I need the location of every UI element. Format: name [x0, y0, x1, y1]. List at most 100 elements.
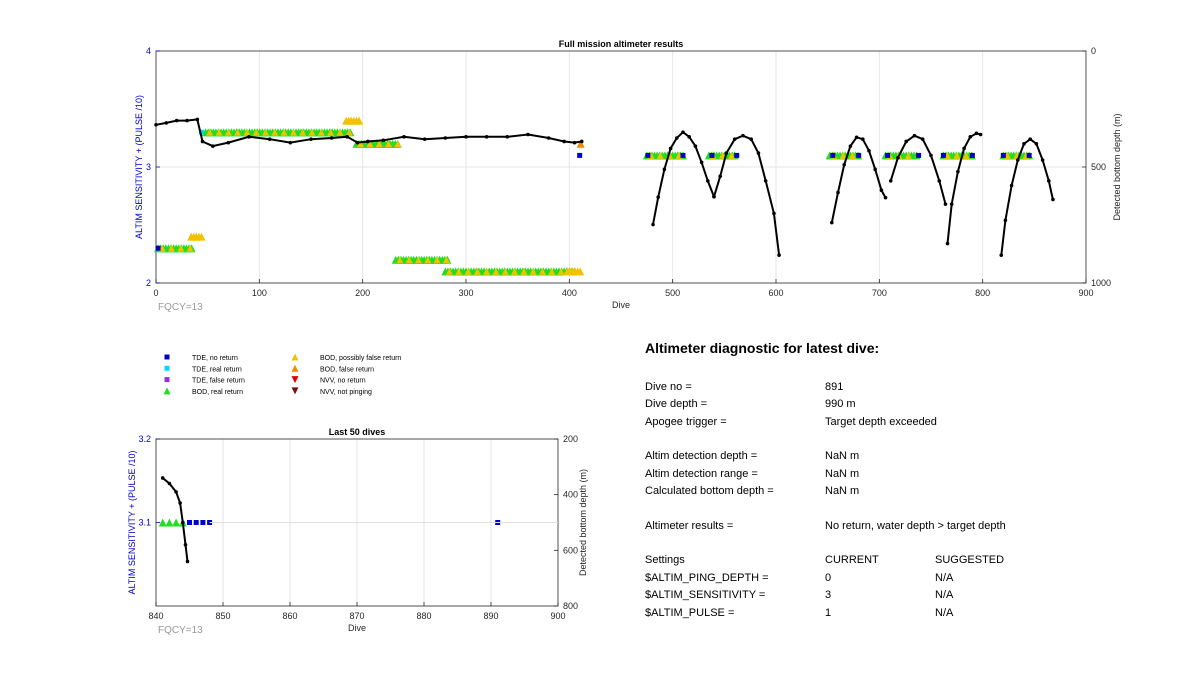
legend-nvv-no-return-marker [291, 376, 299, 384]
last50-depth-point [185, 559, 190, 564]
main-depth-point [712, 194, 716, 199]
main-depth-point [861, 137, 865, 141]
main-depth-point [929, 153, 933, 158]
main-bod-possible-overlay [904, 151, 912, 159]
det-depth-label: Altim detection depth = [645, 450, 758, 463]
main-depth-point [854, 135, 859, 140]
main-depth-point [185, 118, 189, 123]
last50-xtick-label: 860 [282, 611, 297, 621]
main-tde-no-marker [940, 152, 946, 158]
main-ytick-left-label: 3 [146, 162, 151, 172]
main-depth-point [247, 135, 251, 139]
main-bod-possible-overlay [848, 151, 856, 159]
main-depth-point [879, 188, 884, 192]
main-depth-point [763, 179, 768, 183]
main-bod-possible-overlay [243, 128, 251, 136]
main-depth-point [195, 117, 200, 122]
main-bod-possible-marker [197, 232, 206, 241]
main-depth-point [381, 138, 386, 143]
legend-bod-possibly-false-return-marker [291, 353, 299, 361]
main-depth-line-dive-d [889, 134, 947, 205]
last50-xlabel: Dive [348, 623, 366, 633]
last50-ylabel-left: ALTIM SENSITIVITY + (PULSE /10) [127, 451, 137, 595]
main-depth-point [1009, 183, 1014, 188]
main-depth-line-dive-a [652, 130, 715, 225]
main-bod-possible-overlay [394, 140, 402, 148]
last50-depth-point [181, 520, 185, 525]
main-depth-point [968, 135, 973, 139]
det-range-row: Altim detection range = NaN m [645, 465, 1165, 483]
last50-xtick-label: 890 [483, 611, 498, 621]
settings-label: Settings [645, 554, 685, 567]
main-depth-point [484, 135, 489, 139]
legend-tde-false-return-marker [164, 377, 170, 383]
main-depth-point [867, 148, 871, 153]
last50-xtick-label: 880 [416, 611, 431, 621]
last50-depth-point [174, 490, 178, 494]
settings-header-row: Settings CURRENT SUGGESTED [645, 552, 1165, 570]
main-bod-possible-overlay [464, 267, 472, 275]
det-depth-row: Altim detection depth = NaN m [645, 448, 1165, 466]
main-title: Full mission altimeter results [559, 39, 684, 49]
results-row: Altimeter results = No return, water dep… [645, 517, 1165, 535]
det-depth-value: NaN m [825, 450, 860, 463]
main-bod-possible-overlay [445, 267, 453, 275]
main-depth-point [718, 174, 722, 179]
legend-bod-false-return-marker [291, 364, 299, 372]
main-depth-point [699, 160, 704, 165]
main-depth-point [888, 179, 893, 183]
main-bod-possible-overlay [186, 244, 194, 252]
legend-tde-false-return-label: TDE, false return [192, 378, 245, 385]
last50-bod-real-marker [172, 518, 181, 527]
main-depth-point [999, 253, 1004, 257]
main-bod-possible-overlay [839, 151, 847, 159]
last50-xtick-label: 840 [148, 611, 163, 621]
main-depth-point [226, 140, 231, 145]
pulse-suggested: N/A [935, 606, 954, 619]
main-bod-possible-overlay [424, 256, 432, 264]
main-bod-possible-overlay [557, 267, 565, 275]
main-tde-no-marker [645, 152, 651, 158]
main-depth-point [675, 136, 679, 140]
apogee-value: Target depth exceeded [825, 415, 937, 428]
main-ytick-left-label: 4 [146, 46, 151, 56]
main-xtick-label: 200 [355, 288, 370, 298]
main-depth-point [943, 202, 948, 206]
main-depth-point [309, 137, 313, 141]
main-depth-point [896, 155, 900, 160]
last50-title: Last 50 dives [329, 427, 386, 437]
main-depth-point [1051, 197, 1055, 202]
main-xtick-label: 900 [1078, 288, 1093, 298]
last50-xtick-label: 870 [349, 611, 364, 621]
main-bod-possible-overlay [656, 151, 664, 159]
main-tde-no-marker [155, 245, 161, 251]
sensitivity-current: 3 [825, 589, 832, 602]
main-tde-no-marker [969, 152, 975, 158]
main-ytick-left-label: 2 [146, 278, 151, 288]
main-depth-point [443, 136, 448, 140]
main-depth-point [848, 144, 853, 148]
main-depth-point [164, 121, 169, 125]
main-bod-possible-overlay [520, 267, 528, 275]
main-depth-line-dive-b [713, 134, 781, 256]
main-depth-line-dive-c [830, 136, 887, 223]
main-depth-point [687, 135, 691, 139]
main-bod-possible-overlay [366, 140, 374, 148]
main-depth-point [1040, 158, 1045, 162]
main-bod-possible-overlay [280, 128, 288, 136]
main-bod-possible-overlay [317, 128, 325, 136]
dive-no-label: Dive no = [645, 380, 692, 393]
current-header: CURRENT [825, 554, 879, 567]
main-depth-point [1047, 179, 1051, 183]
apogee-row: Apogee trigger = Target depth exceeded [645, 413, 1165, 431]
main-depth-point [706, 179, 710, 183]
main-depth-point [949, 202, 954, 206]
main-xtick-label: 400 [562, 288, 577, 298]
results-value: No return, water depth > target depth [825, 519, 1006, 532]
main-depth-point [526, 132, 530, 137]
last50-bod-real-marker [158, 518, 167, 527]
main-depth-line-flat [155, 118, 582, 148]
main-depth-point [211, 144, 215, 148]
main-xtick-label: 700 [872, 288, 887, 298]
